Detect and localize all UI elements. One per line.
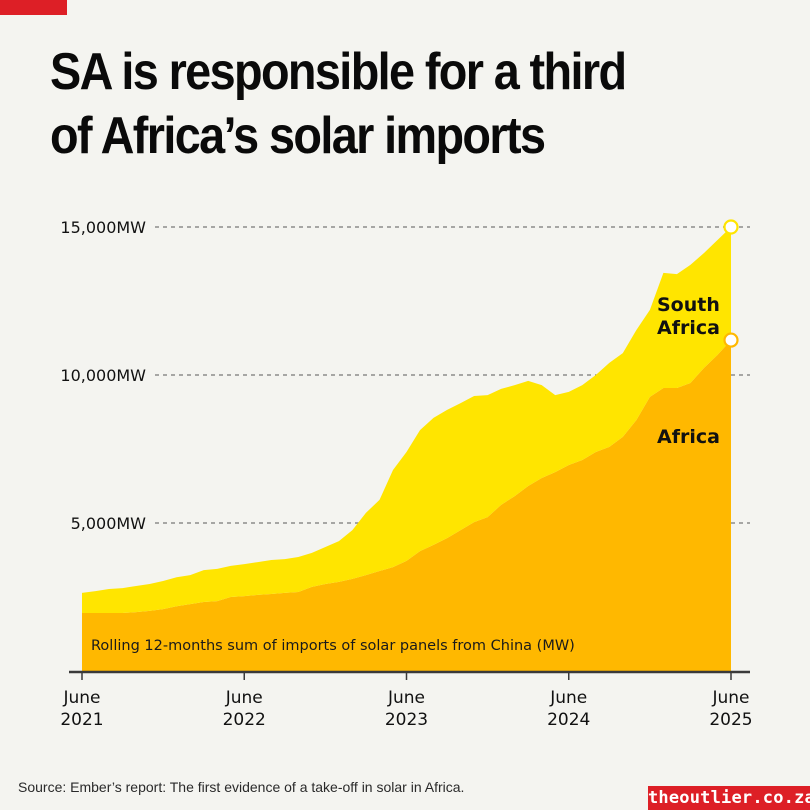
area-south-africa — [82, 227, 731, 613]
x-tick-label: 2024 — [547, 710, 590, 730]
y-tick-label: 15,000MW — [60, 218, 146, 237]
x-tick-label: 2025 — [709, 710, 752, 730]
area-africa — [82, 340, 731, 671]
end-marker-south-africa — [723, 219, 739, 235]
end-marker-africa — [723, 332, 739, 348]
x-tick-label: June — [225, 688, 263, 708]
y-axis-ticks: 5,000MW 10,000MW 15,000MW — [60, 218, 146, 533]
x-tick-label: June — [387, 688, 425, 708]
source-note: Source: Ember’s report: The first eviden… — [18, 779, 465, 795]
x-tick-label: June — [62, 688, 100, 708]
brand-accent-bar — [0, 0, 67, 15]
series-label-south-africa: South Africa — [657, 294, 720, 339]
y-tick-label: 10,000MW — [60, 366, 146, 385]
series-label-africa: Africa — [657, 426, 720, 448]
x-tick-label: June — [549, 688, 587, 708]
end-markers — [723, 219, 739, 348]
chart-note: Rolling 12-months sum of imports of sola… — [91, 638, 575, 654]
x-tick-label: 2022 — [223, 710, 266, 730]
x-tick-label: June — [711, 688, 749, 708]
x-tick-label: 2023 — [385, 710, 428, 730]
y-tick-label: 5,000MW — [71, 514, 147, 533]
chart-title: SA is responsible for a third of Africa’… — [50, 43, 627, 165]
stacked-areas — [82, 227, 731, 671]
label-line: Africa — [657, 317, 720, 339]
brand-badge[interactable]: theoutlier.co.za — [648, 786, 810, 810]
label-line: South — [657, 294, 720, 316]
x-tick-label: 2021 — [60, 710, 103, 730]
